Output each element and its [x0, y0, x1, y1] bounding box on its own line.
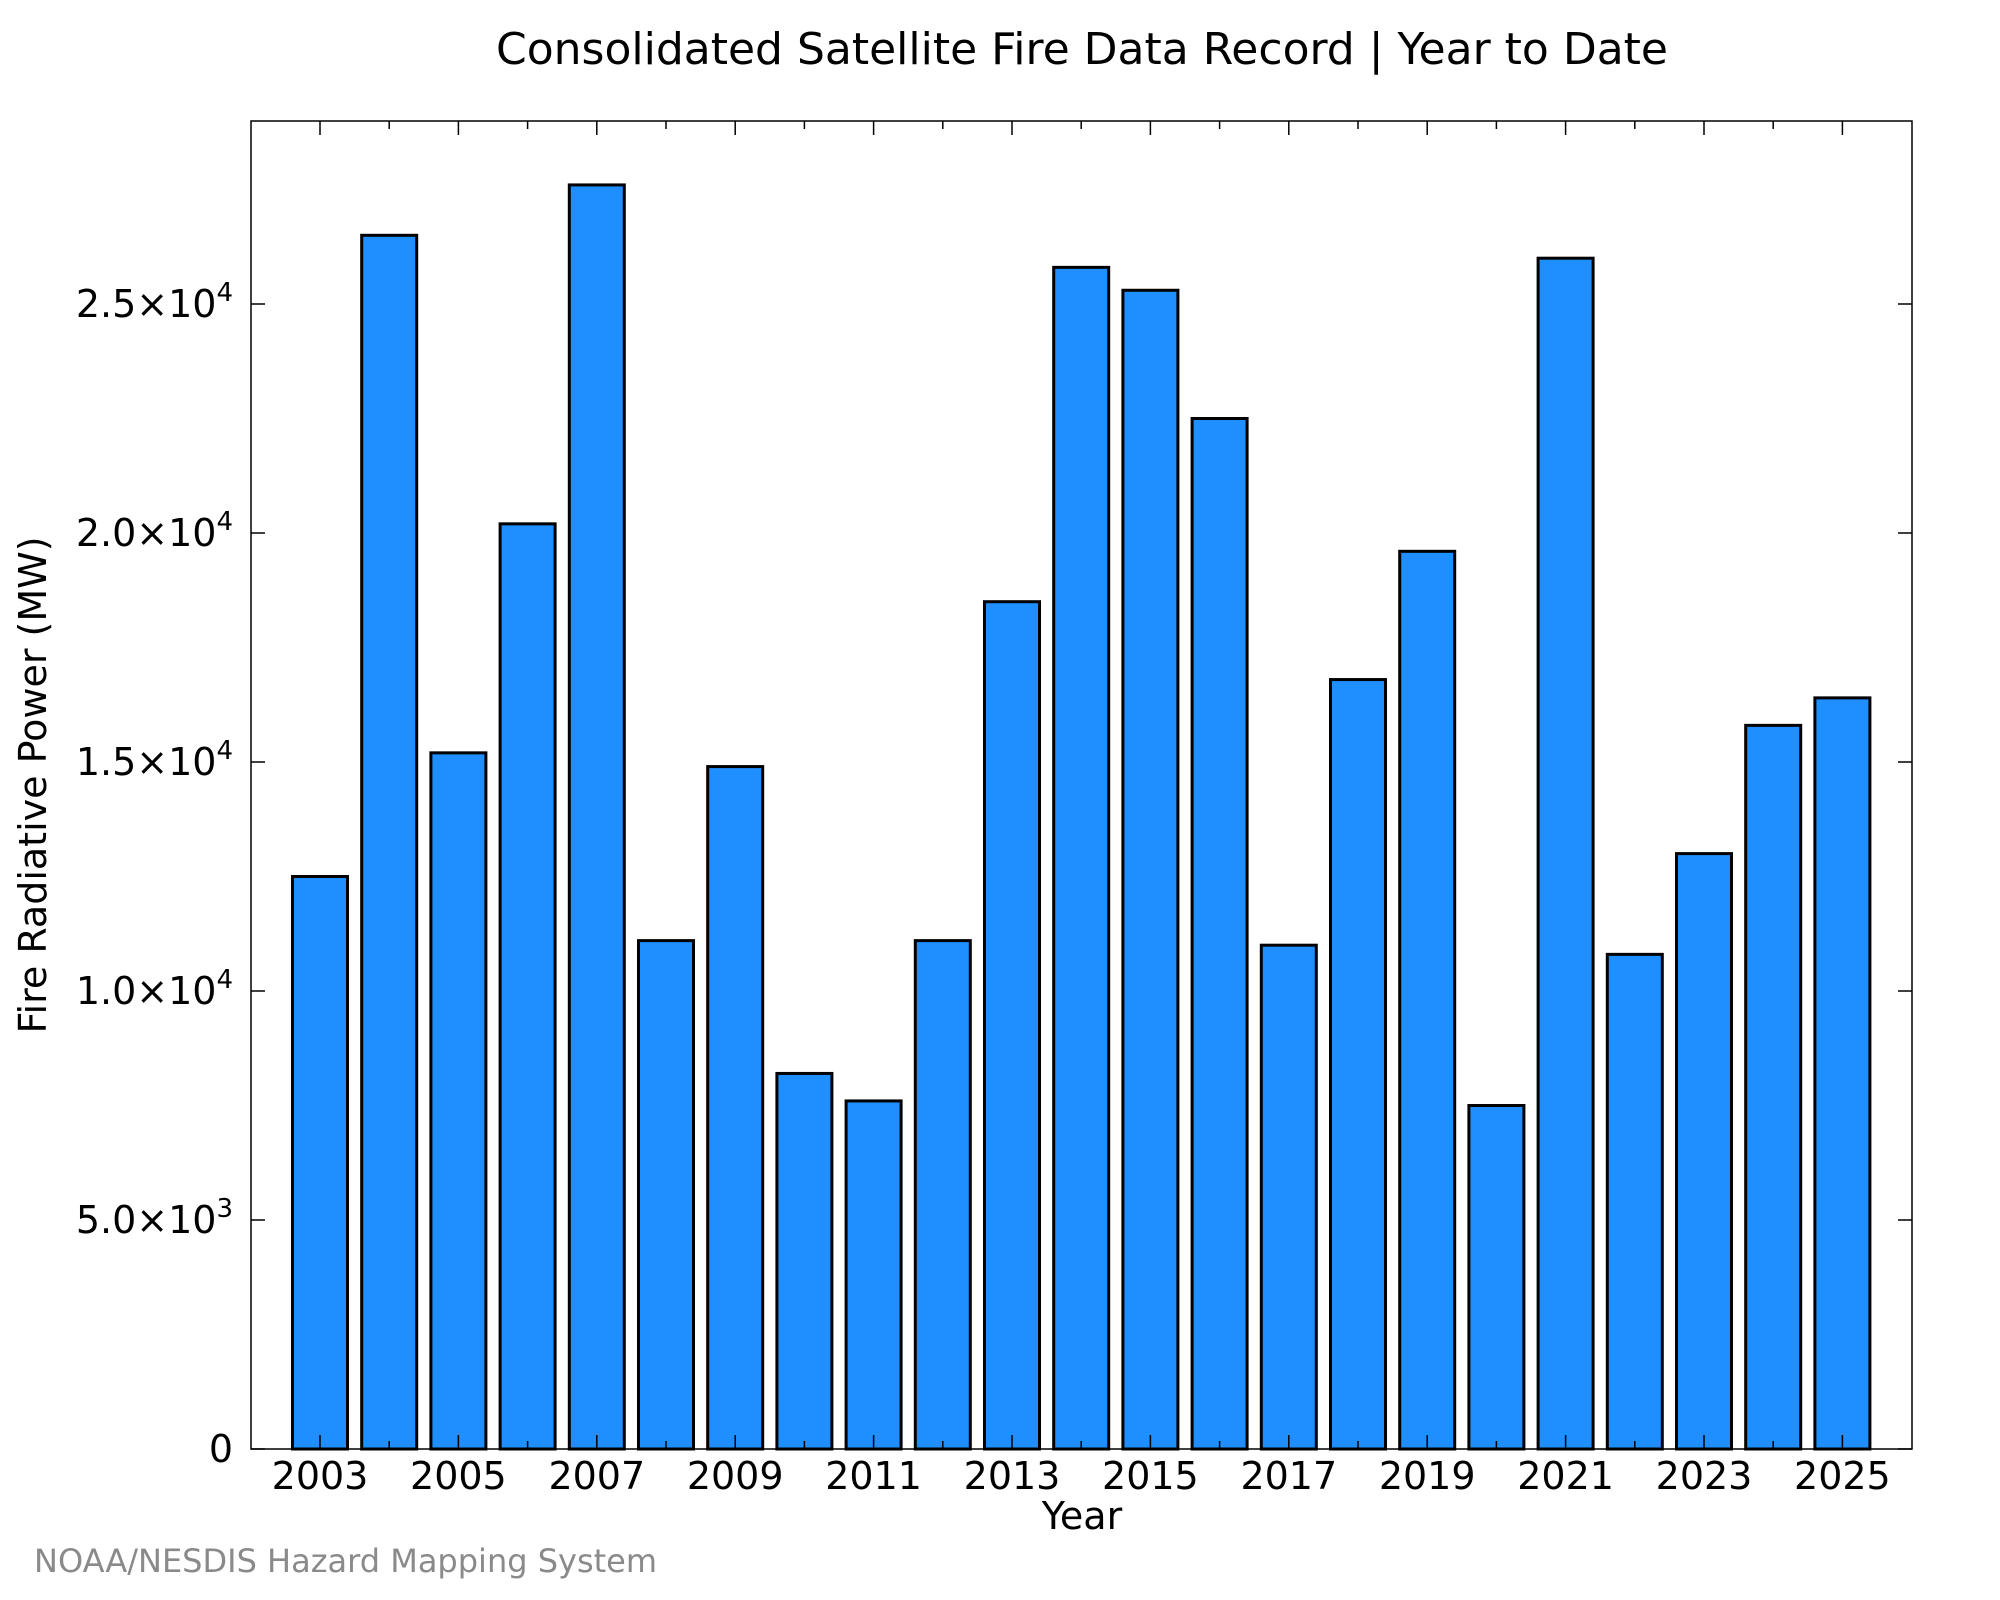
y-tick-label: 2.5×104	[76, 278, 233, 326]
bar-2019	[1398, 549, 1457, 1451]
bar-2016	[1190, 417, 1249, 1451]
y-tick-label: 0	[209, 1427, 233, 1471]
x-tick-label: 2017	[1240, 1454, 1337, 1498]
bar-2023	[1675, 852, 1733, 1451]
bar-2003	[291, 875, 349, 1451]
credit-text: NOAA/NESDIS Hazard Mapping System	[34, 1542, 657, 1580]
x-tick-label: 2007	[548, 1454, 645, 1498]
x-tick-label: 2019	[1379, 1454, 1476, 1498]
bar-2024	[1744, 723, 1803, 1451]
x-axis: 2003 2005 2007 2009 2011 2013 2015 2017 2019 2021…	[272, 121, 1891, 1498]
x-tick-label: 2005	[410, 1454, 507, 1498]
x-tick-label: 2021	[1517, 1454, 1614, 1498]
y-axis-label: Fire Radiative Power (MW)	[11, 536, 55, 1033]
bar-2015	[1121, 288, 1180, 1451]
y-tick-label: 1.0×104	[76, 965, 233, 1013]
bar-2025	[1813, 696, 1872, 1451]
bar-2011	[844, 1099, 903, 1451]
y-tick-label: 1.5×104	[76, 736, 233, 784]
bar-2013	[983, 600, 1041, 1451]
chart-title: Consolidated Satellite Fire Data Record …	[496, 24, 1668, 75]
x-tick-label: 2009	[687, 1454, 784, 1498]
y-tick-label: 2.0×104	[76, 507, 233, 555]
y-tick-label: 5.0×103	[76, 1194, 233, 1242]
x-tick-label: 2003	[272, 1454, 369, 1498]
x-tick-label: 2025	[1794, 1454, 1891, 1498]
x-axis-label: Year	[1041, 1494, 1123, 1538]
bar-2010	[775, 1071, 834, 1451]
x-tick-label: 2011	[825, 1454, 922, 1498]
bars-group	[291, 183, 1872, 1451]
bar-2020	[1467, 1104, 1526, 1451]
bar-2021	[1536, 256, 1595, 1451]
x-tick-label: 2013	[964, 1454, 1061, 1498]
x-tick-label: 2015	[1102, 1454, 1199, 1498]
x-tick-label: 2023	[1656, 1454, 1753, 1498]
bar-2014	[1052, 265, 1111, 1451]
bar-2022	[1605, 952, 1664, 1451]
bar-2005	[429, 751, 488, 1451]
bar-2009	[706, 765, 765, 1451]
bar-2018	[1329, 678, 1387, 1451]
bar-2017	[1259, 943, 1318, 1451]
bar-2006	[498, 522, 557, 1451]
bar-2004	[360, 233, 419, 1451]
y-axis: 0 5.0×103 1.0×104 1.5×104 2.0×104 2.5×104	[76, 278, 1912, 1471]
bar-2008	[637, 939, 695, 1451]
bar-2012	[913, 939, 972, 1451]
bar-2007	[567, 183, 626, 1451]
